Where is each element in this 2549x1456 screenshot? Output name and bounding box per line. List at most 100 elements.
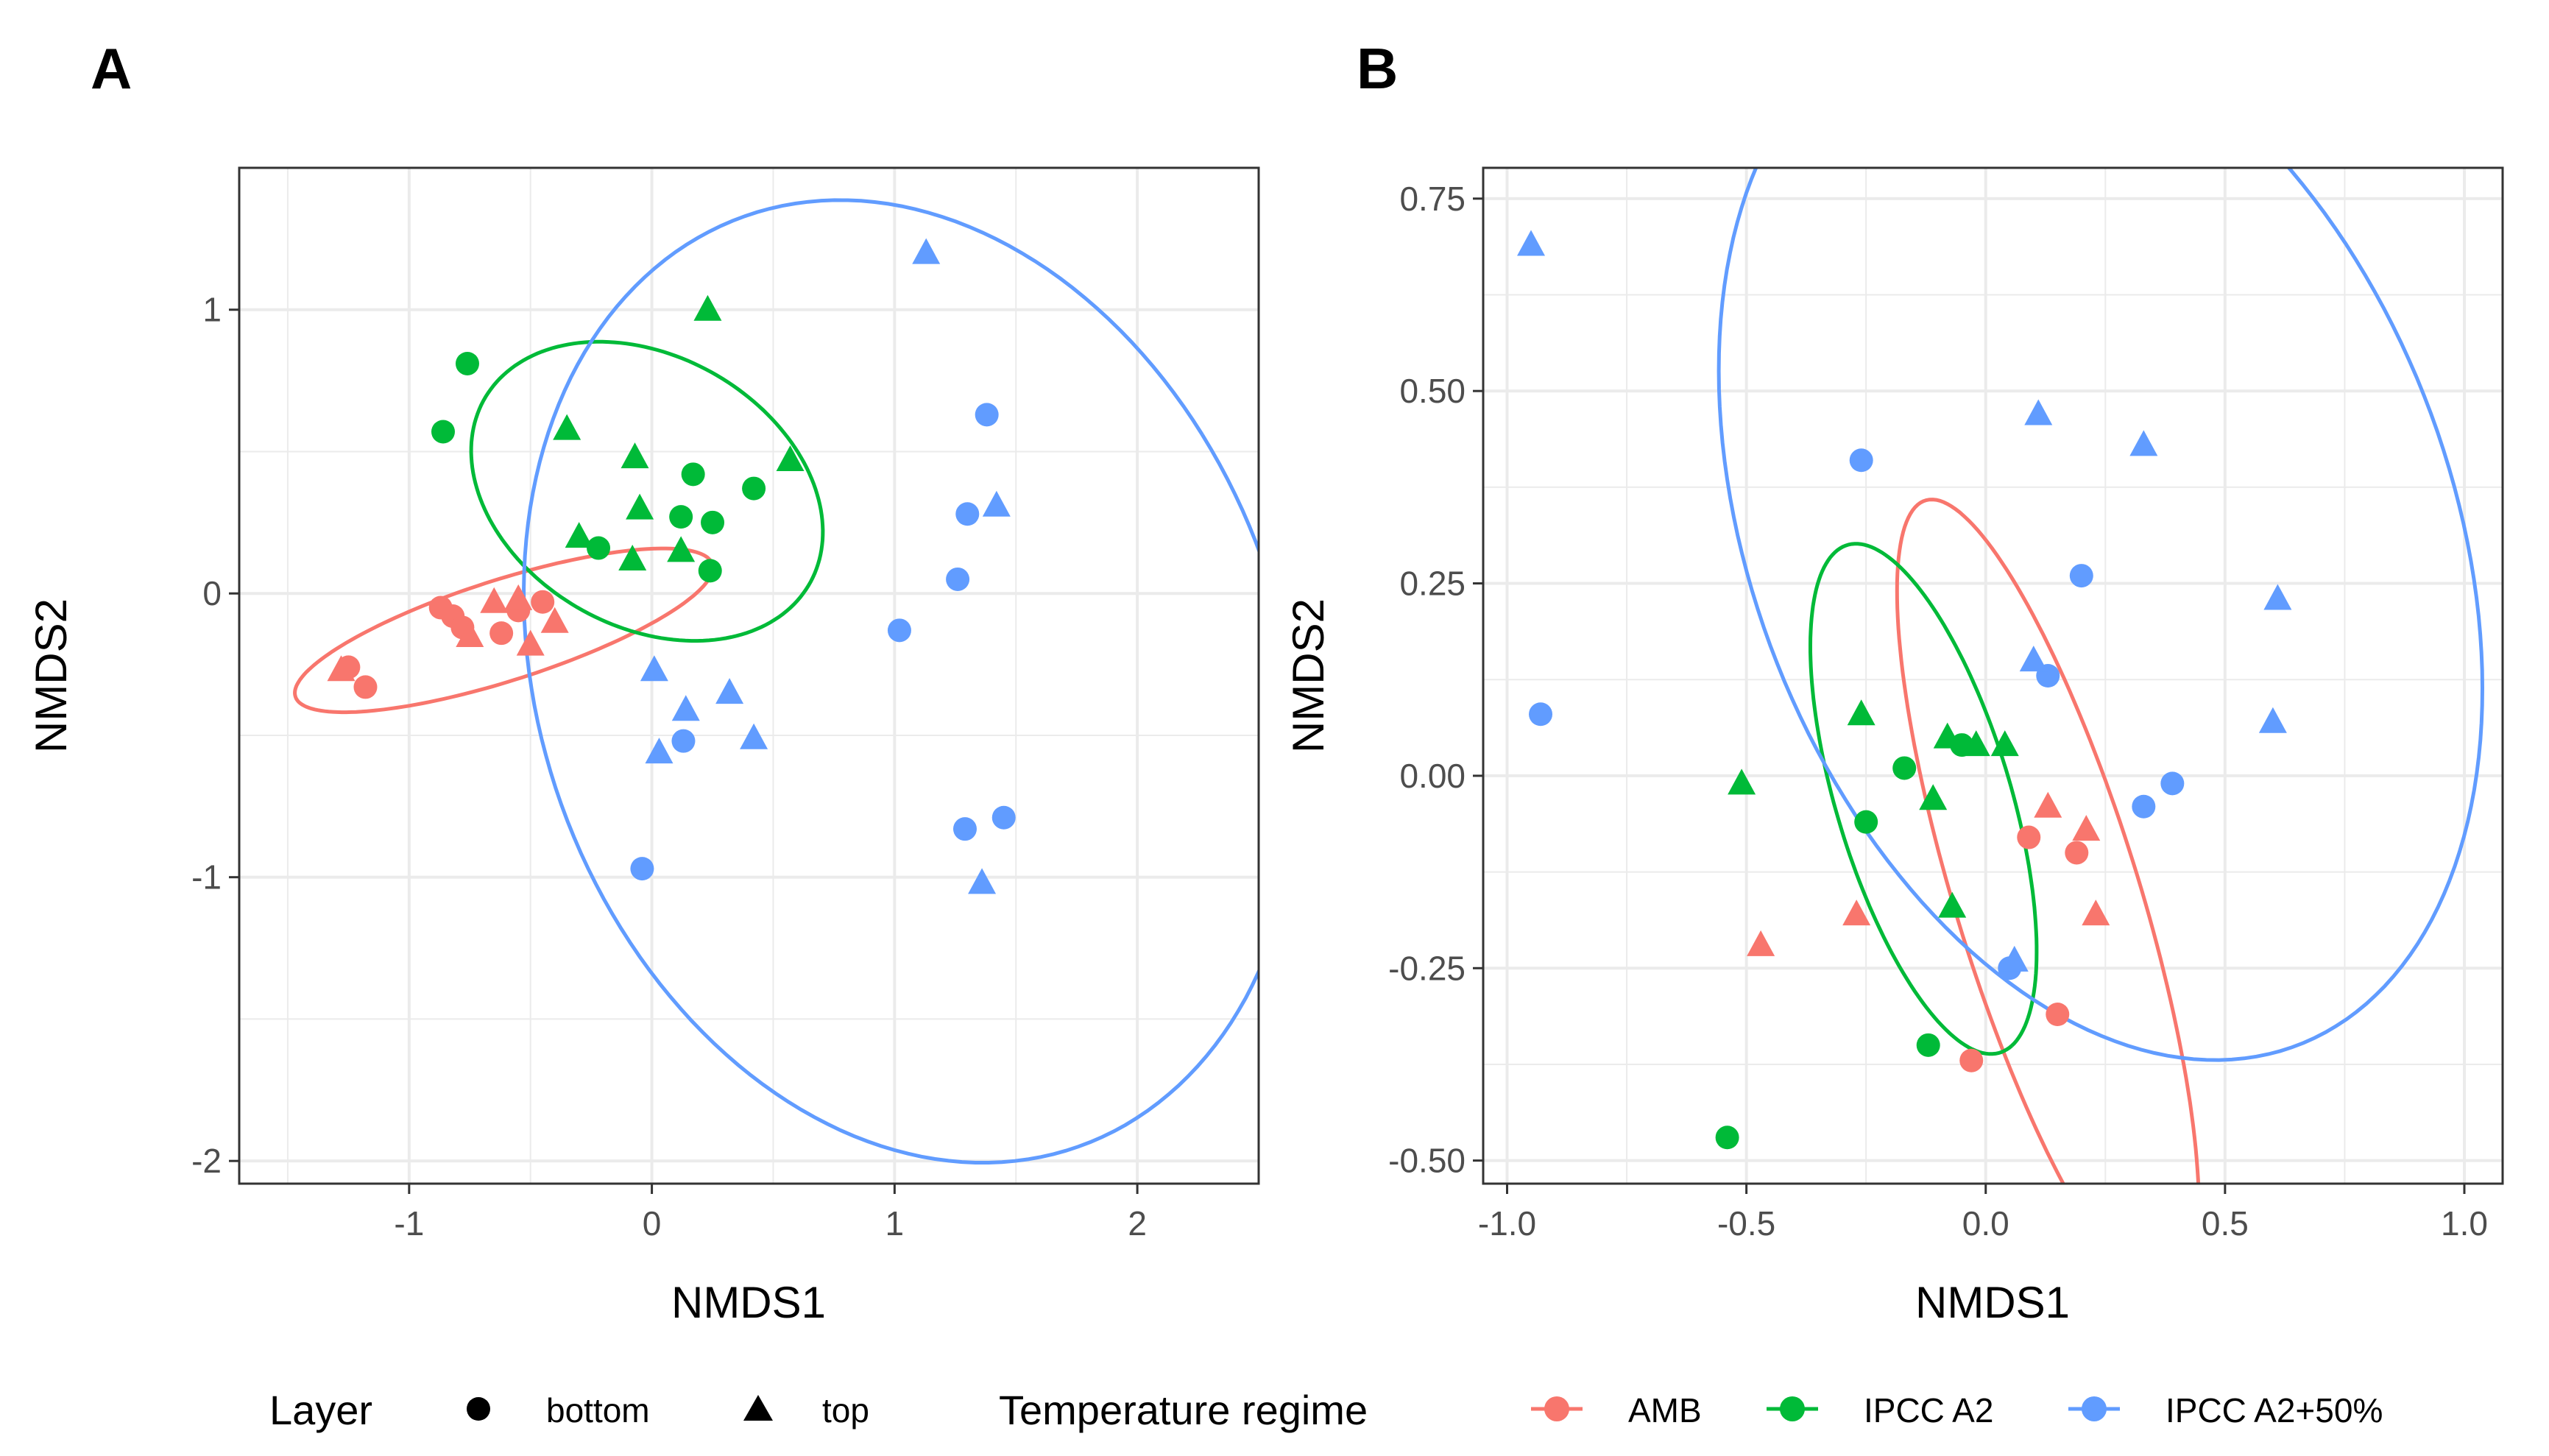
y-tick-label: -0.50 <box>1388 1142 1466 1180</box>
point-ipcc-a2-top <box>1990 730 2019 757</box>
point-ipcc-a2-50-bottom <box>2160 771 2185 796</box>
y-tick-label: -0.25 <box>1388 949 1466 987</box>
x-tick-label: 2 <box>1128 1204 1147 1243</box>
point-ipcc-a2-bottom <box>742 476 766 501</box>
y-tick-label: -1 <box>191 858 222 897</box>
point-amb-bottom <box>531 590 555 614</box>
point-ipcc-a2-50-bottom <box>952 817 977 841</box>
x-axis-label-b: NMDS1 <box>1915 1278 2070 1327</box>
legend-layer-top: top <box>822 1391 869 1430</box>
legend-ipcc-a2-50-label: IPCC A2+50% <box>2166 1391 2383 1430</box>
point-amb-bottom <box>1959 1048 1984 1072</box>
point-ipcc-a2-50-bottom <box>991 805 1016 830</box>
ellipse-ipcc-a2 <box>469 339 825 643</box>
point-ipcc-a2-top <box>667 536 696 562</box>
point-ipcc-a2-50-top <box>2024 399 2053 425</box>
legend-amb-dot-icon <box>1544 1396 1569 1421</box>
point-ipcc-a2-50-bottom <box>946 567 970 591</box>
point-ipcc-a2-bottom <box>681 462 705 487</box>
ellipse-ipcc-a2-50 <box>522 198 1259 1165</box>
point-ipcc-a2-50-bottom <box>2069 564 2093 588</box>
point-ipcc-a2-bottom <box>669 505 693 529</box>
y-tick-label: 0.75 <box>1399 180 1466 218</box>
y-tick-label: 1 <box>202 291 222 329</box>
point-ipcc-a2-top <box>693 294 722 321</box>
point-ipcc-a2-bottom <box>701 510 725 534</box>
ellipse-ipcc-a2 <box>1809 542 2039 1056</box>
point-ipcc-a2-50-top <box>2019 646 2048 672</box>
point-ipcc-a2-50-top <box>645 738 674 764</box>
point-ipcc-a2-top <box>553 414 581 440</box>
point-ipcc-a2-top <box>1962 730 1990 757</box>
panel-label-b: B <box>1357 36 1398 101</box>
point-ipcc-a2-50-top <box>640 655 668 682</box>
point-amb-top <box>1747 930 1775 956</box>
legend-ipcc-a2-dot-icon <box>1780 1396 1805 1421</box>
point-ipcc-a2-50-top <box>2000 945 2029 972</box>
y-tick-label: 0.00 <box>1399 757 1466 795</box>
point-ipcc-a2-50-top <box>715 678 744 704</box>
point-ipcc-a2-bottom <box>587 536 611 560</box>
point-ipcc-a2-50-bottom <box>2132 794 2156 819</box>
point-ipcc-a2-50-bottom <box>975 403 999 427</box>
legend-ipcc-a2-50-dot-icon <box>2082 1396 2107 1421</box>
point-ipcc-a2-50-bottom <box>1529 702 1553 727</box>
point-amb-bottom <box>2017 825 2041 849</box>
grid-b <box>1483 168 2503 1184</box>
legend-ipcc-a2-label: IPCC A2 <box>1864 1391 1993 1430</box>
x-tick-label: 0.0 <box>1962 1204 2009 1243</box>
point-amb-top <box>456 621 484 648</box>
point-ipcc-a2-50-bottom <box>1849 448 1873 473</box>
y-tick-label: 0.25 <box>1399 565 1466 603</box>
point-amb-top <box>480 587 509 613</box>
x-tick-label: 1 <box>885 1204 905 1243</box>
point-ipcc-a2-50-top <box>968 868 997 894</box>
ellipse-ipcc-a2-50 <box>1717 168 2485 1062</box>
point-ipcc-a2-bottom <box>1715 1125 1739 1150</box>
y-tick-label: 0.50 <box>1399 372 1466 410</box>
x-tick-label: -0.5 <box>1717 1204 1775 1243</box>
point-ipcc-a2-top <box>626 493 654 520</box>
point-ipcc-a2-50-top <box>740 723 768 749</box>
point-ipcc-a2-bottom <box>1916 1033 1940 1057</box>
legend-triangle-icon <box>743 1395 773 1421</box>
point-ipcc-a2-top <box>1938 891 1967 918</box>
ellipse-amb <box>1895 498 2201 1184</box>
point-ipcc-a2-top <box>618 544 647 570</box>
point-amb-top <box>2072 815 2101 841</box>
point-ipcc-a2-top <box>1728 768 1756 795</box>
plot-area-a <box>239 168 1259 1184</box>
point-ipcc-a2-bottom <box>455 351 479 375</box>
point-ipcc-a2-bottom <box>431 420 455 444</box>
point-ipcc-a2-50-bottom <box>887 618 911 643</box>
point-amb-bottom <box>2046 1003 2070 1026</box>
points-a <box>327 238 1016 894</box>
point-ipcc-a2-bottom <box>1892 756 1917 780</box>
point-ipcc-a2-top <box>621 442 649 469</box>
legend-regime-title: Temperature regime <box>999 1387 1368 1433</box>
point-ipcc-a2-50-bottom <box>630 857 654 881</box>
y-axis-label-a: NMDS2 <box>26 598 76 753</box>
point-ipcc-a2-50-bottom <box>955 502 980 526</box>
panel-b: B -1.0 -0.5 0.0 0.5 1.0 -0.50 -0.25 0.00 0.25 0.5… <box>1284 36 2504 1327</box>
legend-amb-label: AMB <box>1628 1391 1702 1430</box>
point-amb-top <box>516 629 545 656</box>
point-ipcc-a2-50-top <box>671 695 700 721</box>
point-amb-bottom <box>353 675 378 699</box>
point-ipcc-a2-bottom <box>698 559 722 583</box>
legend-layer-title: Layer <box>269 1387 372 1433</box>
point-ipcc-a2-50-top <box>2263 584 2292 610</box>
y-tick-label: -2 <box>191 1142 222 1180</box>
point-ipcc-a2-50-top <box>2129 430 2158 456</box>
panel-a: A -1 0 1 2 -2 -1 0 1 NMDS1 NMDS2 <box>26 36 1260 1327</box>
x-tick-label: 0 <box>643 1204 662 1243</box>
point-amb-top <box>504 584 533 610</box>
point-ipcc-a2-50-top <box>912 238 941 264</box>
ticks-a: -1 0 1 2 -2 -1 0 1 <box>191 291 1147 1243</box>
y-tick-label: 0 <box>202 574 222 612</box>
x-tick-label: 0.5 <box>2202 1204 2249 1243</box>
plot-border-a <box>238 166 1260 1185</box>
point-amb-top <box>2082 900 2110 926</box>
point-amb-top <box>2034 791 2062 818</box>
